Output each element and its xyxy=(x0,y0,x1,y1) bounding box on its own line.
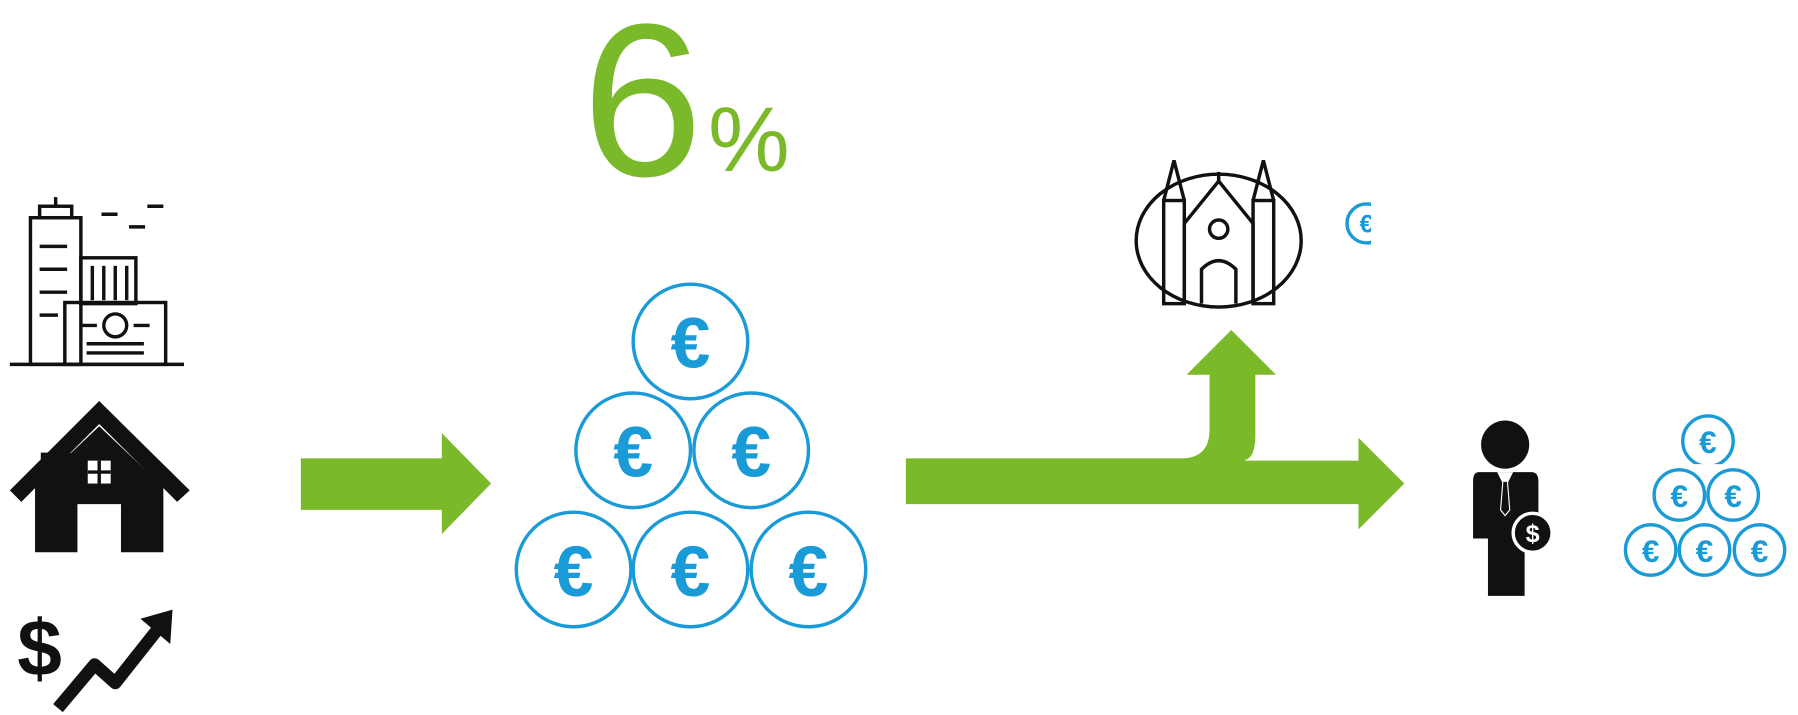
coin-symbol: € xyxy=(731,413,771,493)
coin-symbol: € xyxy=(1671,478,1689,514)
arrow xyxy=(301,433,491,534)
coin: € xyxy=(576,393,691,508)
coin-symbol: € xyxy=(613,413,653,493)
coin: € xyxy=(1708,470,1758,520)
church-icon xyxy=(1136,160,1301,307)
coin-symbol: € xyxy=(1724,478,1742,514)
coin: € xyxy=(751,512,866,627)
page: $ 6 % €€€€€€ € $ €€€€€€ (() => { const d… xyxy=(0,0,1798,715)
coin: € xyxy=(633,512,748,627)
coin: € xyxy=(1625,525,1675,575)
headline-unit: % xyxy=(708,89,790,191)
small-coin-pyramid: €€€€€€ xyxy=(1625,416,1784,575)
growth-icon: $ xyxy=(17,602,172,708)
investor-icon: $ xyxy=(1473,421,1552,596)
house-icon xyxy=(10,401,190,552)
infographic: $ 6 % €€€€€€ € $ €€€€€€ xyxy=(0,0,1798,715)
partial-coin: € xyxy=(1347,204,1386,243)
coin: € xyxy=(1683,416,1733,466)
coin-symbol: € xyxy=(789,532,829,612)
coin: € xyxy=(1679,525,1729,575)
split-arrow xyxy=(906,330,1404,529)
coin-symbol: € xyxy=(554,532,594,612)
coin: € xyxy=(694,393,809,508)
coin: € xyxy=(1654,470,1704,520)
dollar-sign: $ xyxy=(1526,520,1540,548)
coin-symbol: € xyxy=(671,532,711,612)
coin-symbol: € xyxy=(1642,533,1660,569)
coin-symbol: € xyxy=(1751,533,1769,569)
coin-symbol: € xyxy=(1359,211,1373,239)
coin-symbol: € xyxy=(1696,533,1714,569)
coin-symbol: € xyxy=(671,304,711,384)
headline-number: 6 xyxy=(582,0,703,222)
coin-pyramid: €€€€€€ xyxy=(516,284,865,627)
coin: € xyxy=(633,284,748,399)
coin: € xyxy=(1734,525,1784,575)
office-icon xyxy=(10,197,184,364)
dollar-sign: $ xyxy=(17,602,62,692)
coin: € xyxy=(516,512,631,627)
coin-symbol: € xyxy=(1699,424,1717,460)
